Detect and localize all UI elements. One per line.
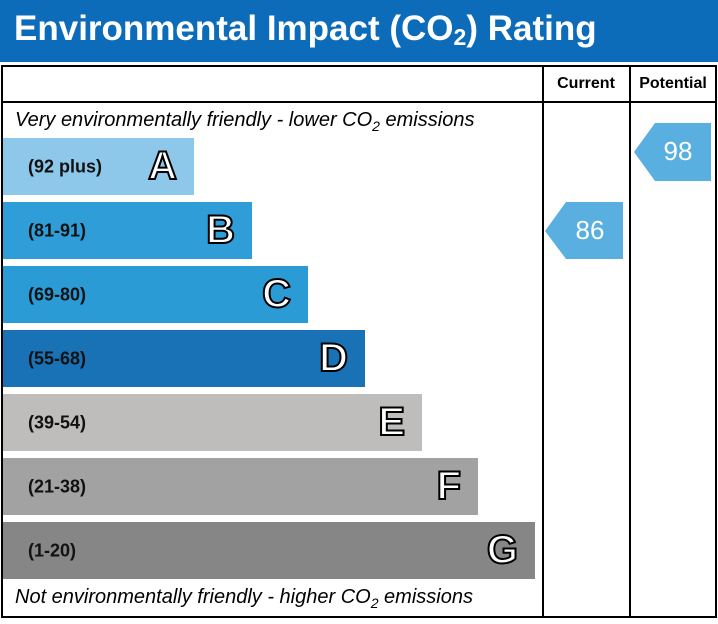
band-letter: G xyxy=(487,528,518,572)
band-bar xyxy=(3,266,308,323)
band-range: (81-91) xyxy=(28,220,86,240)
note-part: Very environmentally friendly - lower CO xyxy=(15,109,372,131)
title-part: ) Rating xyxy=(466,9,596,48)
band-bar xyxy=(3,202,252,259)
band-range: (55-68) xyxy=(28,348,86,368)
column-header: Current xyxy=(557,75,615,92)
band-bar xyxy=(3,138,194,195)
band-bar xyxy=(3,330,365,387)
band-letter: E xyxy=(378,400,405,444)
band-range: (92 plus) xyxy=(28,156,102,176)
note-sub: 2 xyxy=(371,118,380,134)
band-range: (21-38) xyxy=(28,476,86,496)
note-part: emissions xyxy=(379,586,473,608)
band-range: (39-54) xyxy=(28,412,86,432)
title: Environmental Impact (CO2) Rating xyxy=(14,9,597,50)
potential-arrow xyxy=(634,123,711,181)
note-part: Not environmentally friendly - higher CO xyxy=(15,586,371,608)
band-range: (69-80) xyxy=(28,284,86,304)
note-sub: 2 xyxy=(370,595,379,611)
title-part: Environmental Impact (CO xyxy=(14,9,454,48)
potential-value: 98 xyxy=(664,136,693,166)
bands: (92 plus) A (81-91) B (69-80) C (55-68) D (39-54… xyxy=(3,138,535,579)
note-part: emissions xyxy=(380,109,474,131)
current-value: 86 xyxy=(576,215,605,245)
band-letter: C xyxy=(262,272,291,316)
column-header: Potential xyxy=(639,75,707,92)
band-bar xyxy=(3,458,478,515)
bottom-note: Not environmentally friendly - higher CO… xyxy=(15,586,473,610)
band-letter: A xyxy=(148,144,177,188)
band-letter: B xyxy=(206,208,235,252)
band-letter: D xyxy=(319,336,348,380)
band-letter: F xyxy=(437,464,461,508)
title-bar xyxy=(0,0,718,62)
band-bar xyxy=(3,522,535,579)
top-note: Very environmentally friendly - lower CO… xyxy=(15,109,474,133)
band-range: (1-20) xyxy=(28,540,76,560)
current-arrow xyxy=(545,202,623,259)
table-border xyxy=(1,65,717,618)
title-sub: 2 xyxy=(454,24,467,50)
band-bar xyxy=(3,394,422,451)
